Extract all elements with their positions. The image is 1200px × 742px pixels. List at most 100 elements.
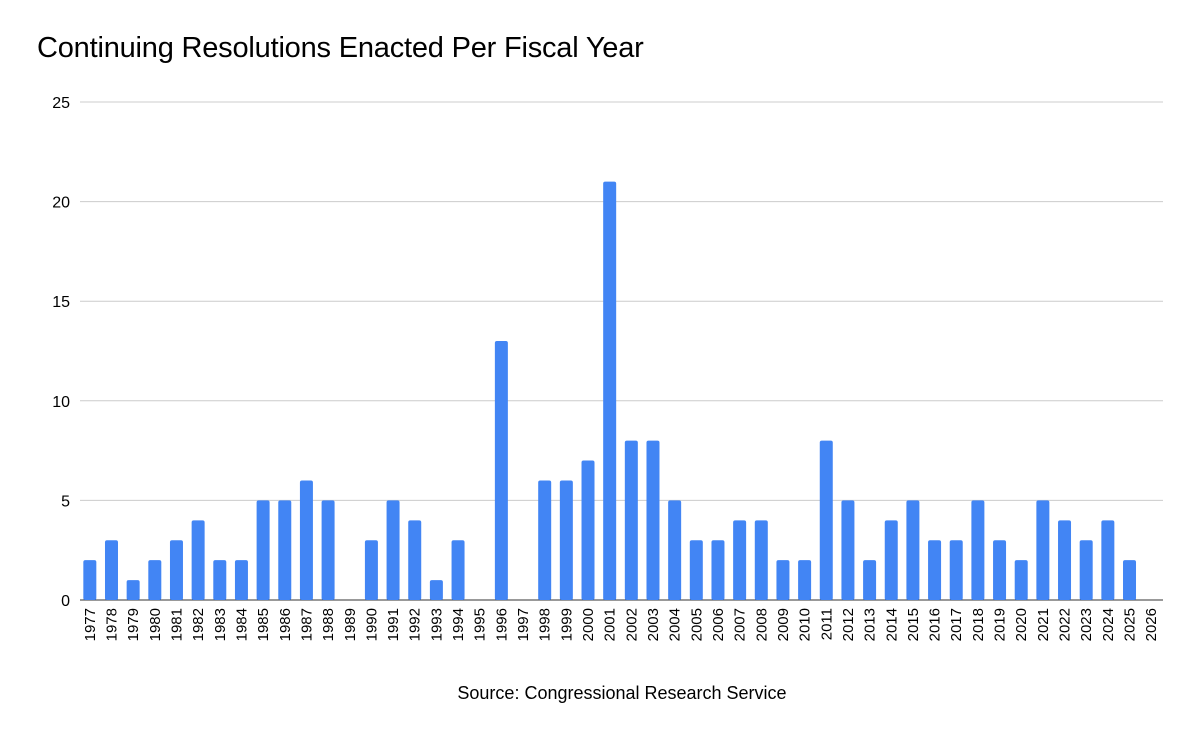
bar-2000 (581, 460, 595, 600)
bars (83, 181, 1137, 600)
x-tick-label: 2023 (1078, 608, 1095, 641)
x-tick-label: 2019 (992, 608, 1009, 641)
bar-1992 (408, 520, 422, 600)
x-tick-label: 2012 (840, 608, 857, 641)
bar-1991 (386, 500, 400, 600)
x-tick-label: 1983 (212, 608, 229, 641)
x-tick-label: 2002 (623, 608, 640, 641)
x-tick-label: 1984 (233, 608, 250, 641)
x-tick-label: 1993 (428, 608, 445, 641)
bar-1990 (364, 540, 378, 600)
bar-2016 (928, 540, 942, 600)
x-tick-label: 2024 (1100, 608, 1117, 641)
bar-1993 (429, 580, 443, 600)
x-tick-label: 1979 (125, 608, 142, 641)
x-tick-label: 1980 (147, 608, 164, 641)
x-tick-label: 1999 (558, 608, 575, 641)
x-tick-label: 2007 (732, 608, 749, 641)
x-tick-label: 1990 (363, 608, 380, 641)
x-tick-label: 1988 (320, 608, 337, 641)
x-tick-label: 2021 (1035, 608, 1052, 641)
x-tick-label: 1987 (298, 608, 315, 641)
bar-2019 (993, 540, 1007, 600)
bar-1983 (213, 560, 227, 600)
bar-2018 (971, 500, 985, 600)
x-tick-label: 2005 (688, 608, 705, 641)
x-tick-label: 1998 (537, 608, 554, 641)
x-tick-label: 1982 (190, 608, 207, 641)
y-tick-label: 5 (61, 493, 70, 510)
x-tick-label: 2022 (1057, 608, 1074, 641)
bar-2006 (711, 540, 725, 600)
x-tick-label: 2015 (905, 608, 922, 641)
bar-2017 (949, 540, 963, 600)
bar-1986 (278, 500, 292, 600)
x-tick-label: 2026 (1143, 608, 1160, 641)
bar-1984 (234, 560, 248, 600)
x-tick-label: 2013 (862, 608, 879, 641)
bar-1981 (169, 540, 183, 600)
bar-2020 (1014, 560, 1028, 600)
bar-2021 (1036, 500, 1050, 600)
y-tick-label: 15 (52, 294, 70, 311)
x-tick-label: 1978 (103, 608, 120, 641)
bar-1985 (256, 500, 270, 600)
bar-1998 (538, 480, 552, 600)
bar-2023 (1079, 540, 1093, 600)
x-tick-label: 2010 (797, 608, 814, 641)
bar-2015 (906, 500, 920, 600)
bar-2012 (841, 500, 855, 600)
bar-1977 (83, 560, 97, 600)
bar-1979 (126, 580, 140, 600)
x-tick-label: 2025 (1122, 608, 1139, 641)
x-tick-label: 1997 (515, 608, 532, 641)
x-tick-label: 2017 (948, 608, 965, 641)
bar-2011 (819, 440, 833, 600)
bar-2005 (689, 540, 703, 600)
x-tick-label: 1995 (472, 608, 489, 641)
bar-1980 (148, 560, 162, 600)
bar-2008 (754, 520, 768, 600)
gridlines (80, 101, 1163, 601)
x-tick-label: 2014 (883, 608, 900, 641)
bar-2004 (668, 500, 682, 600)
x-tick-label: 2016 (927, 608, 944, 641)
x-tick-label: 2011 (818, 608, 835, 640)
bar-1982 (191, 520, 205, 600)
x-tick-label: 2001 (602, 608, 619, 641)
x-tick-label: 2006 (710, 608, 727, 641)
bar-2001 (603, 181, 617, 600)
bar-1994 (451, 540, 465, 600)
x-tick-label: 1981 (168, 608, 185, 641)
bar-2014 (884, 520, 898, 600)
bar-1978 (104, 540, 118, 600)
x-tick-label: 2008 (753, 608, 770, 641)
x-tick-label: 1986 (277, 608, 294, 641)
x-tick-label: 2004 (667, 608, 684, 641)
x-tick-label: 1985 (255, 608, 272, 641)
bar-1996 (494, 341, 508, 600)
x-tick-label: 1977 (82, 608, 99, 641)
x-tick-label: 2020 (1013, 608, 1030, 641)
x-axis-ticks: 1977 1978 1979 1980 1981 1982 1983 1984 1985 1986… (82, 608, 1160, 641)
bar-2007 (733, 520, 747, 600)
bar-1999 (559, 480, 573, 600)
bar-2013 (863, 560, 877, 600)
y-tick-label: 25 (52, 95, 70, 112)
bar-2002 (624, 440, 638, 600)
bar-2009 (776, 560, 790, 600)
bar-1988 (321, 500, 335, 600)
x-tick-label: 2000 (580, 608, 597, 641)
y-tick-label: 0 (61, 593, 70, 610)
chart-title: Continuing Resolutions Enacted Per Fisca… (37, 32, 644, 64)
x-tick-label: 2003 (645, 608, 662, 641)
x-tick-label: 1994 (450, 608, 467, 641)
x-tick-label: 1991 (385, 608, 402, 641)
y-tick-label: 10 (52, 394, 70, 411)
y-tick-label: 20 (52, 195, 70, 212)
x-tick-label: 2018 (970, 608, 987, 641)
bar-2024 (1101, 520, 1115, 600)
bar-1987 (299, 480, 313, 600)
x-tick-label: 1996 (493, 608, 510, 641)
